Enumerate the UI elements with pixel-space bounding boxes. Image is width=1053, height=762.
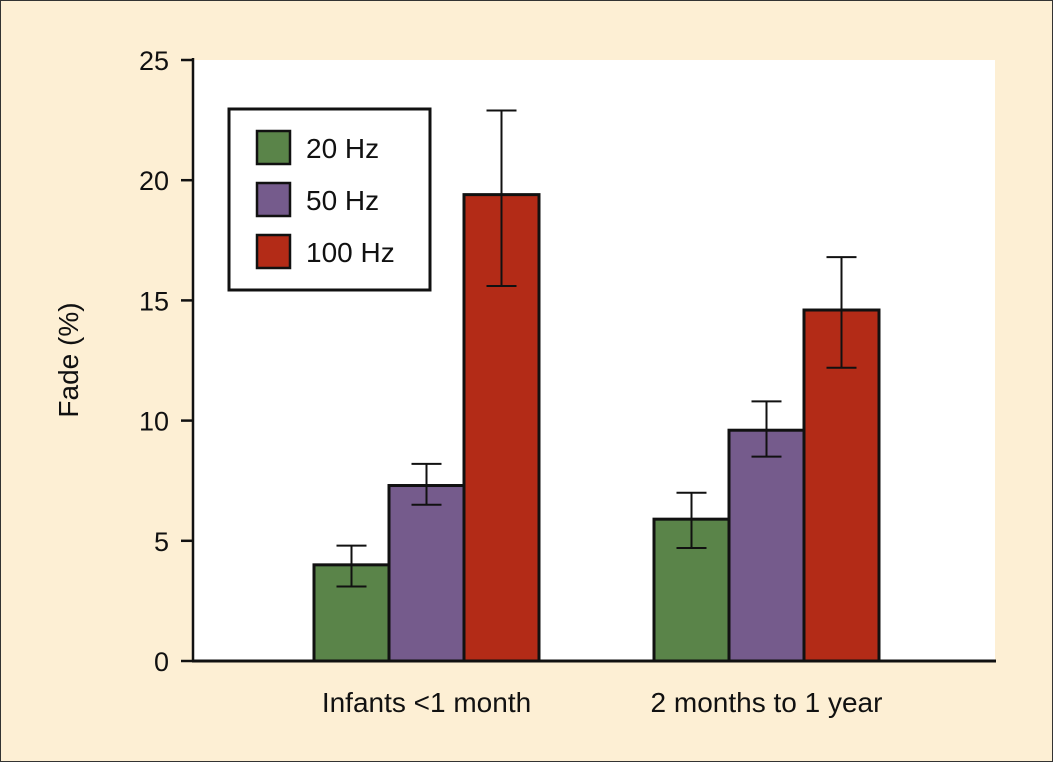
- y-tick-label: 10: [139, 407, 169, 437]
- legend-swatch: [255, 181, 292, 218]
- legend-swatch: [255, 129, 292, 166]
- x-tick-label: Infants <1 month: [322, 687, 531, 718]
- legend-label: 100 Hz: [306, 237, 395, 268]
- error-bar: [826, 256, 857, 369]
- error-bar: [486, 109, 517, 287]
- legend: 20 Hz 50 Hz 100 Hz: [227, 107, 432, 292]
- error-bar: [676, 491, 707, 550]
- y-tick-label: 5: [154, 527, 169, 557]
- y-tick-label: 25: [139, 46, 169, 76]
- y-tick-label: 15: [139, 286, 169, 316]
- x-tick-label: 2 months to 1 year: [651, 687, 883, 718]
- error-bar: [751, 400, 782, 458]
- legend-swatch: [255, 233, 292, 270]
- legend-label: 20 Hz: [306, 133, 379, 164]
- y-tick-label: 20: [139, 166, 169, 196]
- bar-50hz: [727, 428, 806, 663]
- error-bar: [411, 462, 442, 506]
- bar-50hz: [387, 484, 466, 663]
- y-tick-label: 0: [154, 647, 169, 677]
- error-bar: [336, 544, 367, 588]
- legend-label: 50 Hz: [306, 185, 379, 216]
- y-axis-label: Fade (%): [53, 302, 84, 417]
